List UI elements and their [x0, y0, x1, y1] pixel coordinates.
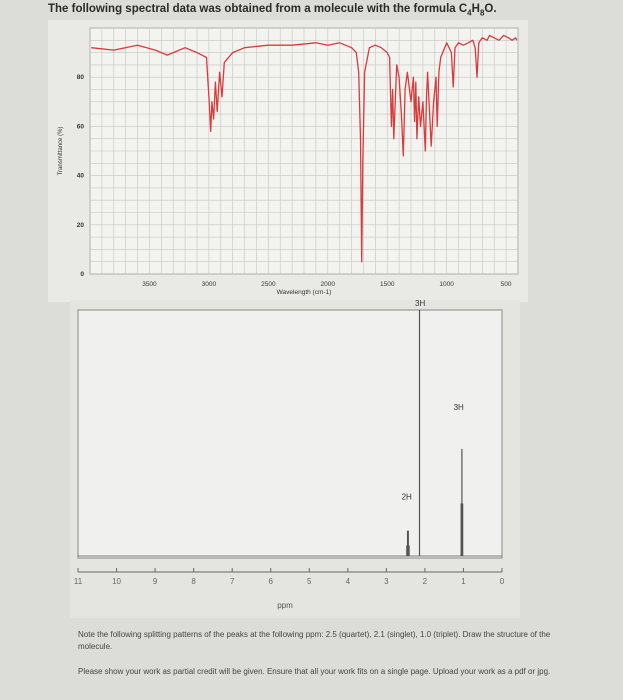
question-instructions: Note the following splitting patterns of…: [78, 630, 551, 651]
nmr-x-tick-label: 10: [112, 577, 121, 586]
ir-y-axis-label: Transmittance (%): [58, 127, 64, 176]
ir-x-tick-label: 1500: [380, 281, 395, 288]
title-h: H: [471, 3, 480, 15]
nmr-x-tick-label: 2: [423, 577, 428, 586]
nmr-x-tick-label: 5: [307, 577, 312, 586]
nmr-x-tick-label: 6: [269, 577, 274, 586]
ir-x-axis-label: Wavelength (cm-1): [277, 289, 332, 296]
nmr-x-tick-label: 11: [74, 577, 83, 586]
ir-x-tick-label: 3000: [202, 281, 217, 288]
ir-x-tick-label: 2500: [261, 281, 276, 288]
nmr-integration-label: 3H: [454, 403, 464, 412]
nmr-integration-label: 2H: [402, 492, 412, 501]
ir-y-tick-label: 0: [80, 271, 84, 278]
ir-y-tick-label: 80: [77, 74, 85, 81]
question-title: The following spectral data was obtained…: [48, 3, 497, 17]
nmr-plot-area: [77, 309, 503, 559]
nmr-integration-label: 3H: [415, 300, 425, 308]
nmr-x-tick-label: 3: [384, 577, 389, 586]
ir-x-tick-label: 3500: [142, 281, 157, 288]
ir-y-tick-label: 60: [77, 123, 85, 130]
title-o: O.: [484, 3, 497, 15]
ir-spectrum-chart: 3500 3000 2500 2000 1500 1000 500 0 20 40 60 80 Wave…: [48, 20, 528, 302]
ir-x-tick-label: 2000: [321, 281, 336, 288]
ir-x-tick-label: 1000: [439, 281, 454, 288]
nmr-x-tick-label: 7: [230, 577, 235, 586]
nmr-x-tick-label: 8: [191, 577, 196, 586]
submission-instructions: Please show your work as partial credit …: [78, 667, 551, 676]
title-text: The following spectral data was obtained…: [48, 3, 468, 15]
nmr-x-tick-label: 1: [461, 577, 466, 586]
nmr-x-tick-label: 4: [346, 577, 351, 586]
ir-spectrum-line: [91, 34, 518, 263]
nmr-x-tick-label: 0: [500, 577, 505, 586]
ir-y-tick-label: 20: [77, 222, 85, 229]
title-h-subscript: 8: [479, 8, 485, 18]
nmr-x-tick-label: 9: [153, 577, 158, 586]
nmr-x-axis-label: ppm: [277, 601, 293, 610]
ir-x-tick-label: 500: [501, 281, 512, 288]
title-c-subscript: 4: [467, 8, 472, 18]
ir-y-tick-label: 40: [77, 173, 85, 180]
